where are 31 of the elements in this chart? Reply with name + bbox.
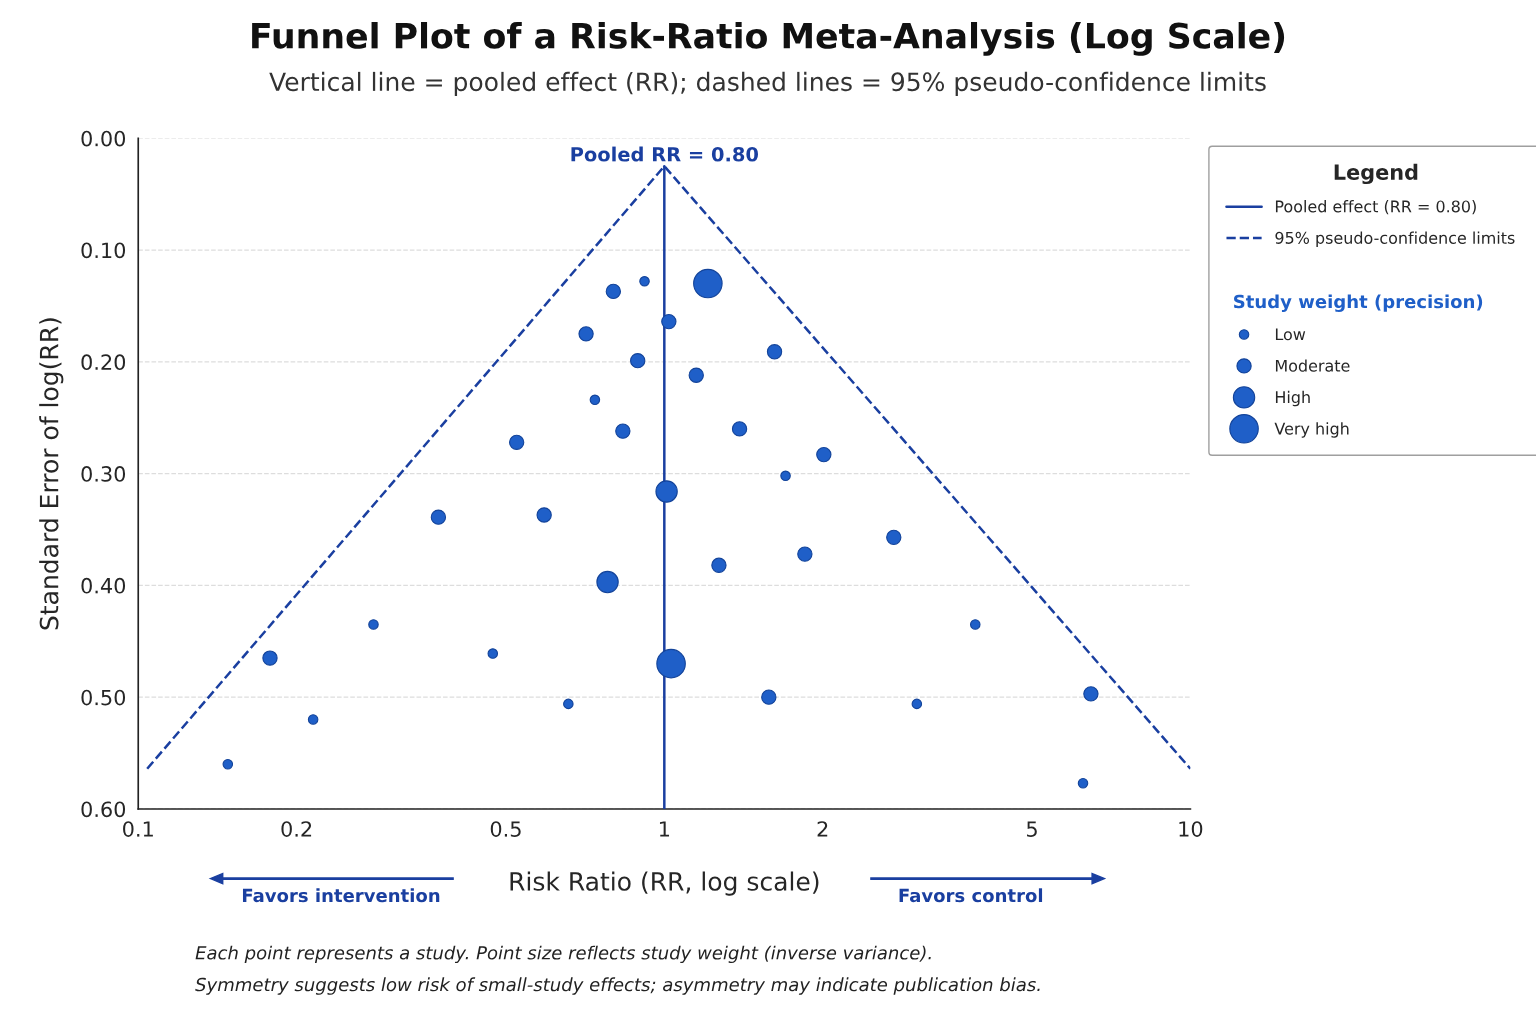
y-tick-label: 0.50 — [81, 689, 126, 706]
x-tick-label: 10 — [1179, 821, 1203, 837]
y-tick-label: 0.30 — [81, 466, 126, 482]
chart-title: Funnel Plot of a Risk-Ratio Meta-Analysis (Log Scale) — [252, 21, 1285, 56]
x-tick-label: 0.1 — [123, 821, 153, 837]
chart-subtitle: Vertical line = pooled effect (RR); dashed lines = 95% pseudo-confidence limits — [269, 71, 1266, 97]
x-tick-label: 1 — [659, 821, 670, 837]
x-axis-title: Risk Ratio (RR, log scale) — [510, 871, 819, 896]
legend-label: High — [1275, 390, 1310, 407]
y-tick-label: 0.20 — [81, 354, 126, 371]
legend-label: Low — [1275, 328, 1306, 341]
annotation: Pooled RR = 0.80 — [571, 146, 759, 162]
y-tick-label: 0.00 — [81, 130, 126, 147]
legend-label: Very high — [1274, 422, 1349, 438]
text: Each point represents a study. Point size reflects study weight (inverse variance). — [195, 945, 931, 964]
text: Symmetry suggests low risk of small-study effects; asymmetry may indicate publication bias. — [195, 977, 1040, 995]
legend-label: Moderate — [1275, 359, 1350, 372]
text: Study weight (precision) — [1234, 294, 1483, 312]
legend-label: Pooled effect (RR = 0.80) — [1275, 200, 1476, 215]
x-tick-label: 2 — [817, 821, 828, 837]
y-tick-label: 0.40 — [81, 577, 126, 594]
y-tick-label: 0.60 — [81, 801, 126, 818]
legend-title: Legend — [1334, 163, 1418, 185]
x-tick-label: 5 — [1027, 821, 1037, 837]
y-axis-title: Standard Error of log(RR) — [39, 318, 64, 630]
y-tick-label: 0.10 — [81, 242, 126, 259]
text: Favors control — [899, 888, 1043, 903]
x-tick-label: 0.5 — [490, 821, 521, 837]
legend-label: 95% pseudo-confidence limits — [1275, 231, 1515, 247]
x-tick-label: 0.2 — [281, 821, 312, 837]
text: Favors intervention — [242, 888, 440, 903]
